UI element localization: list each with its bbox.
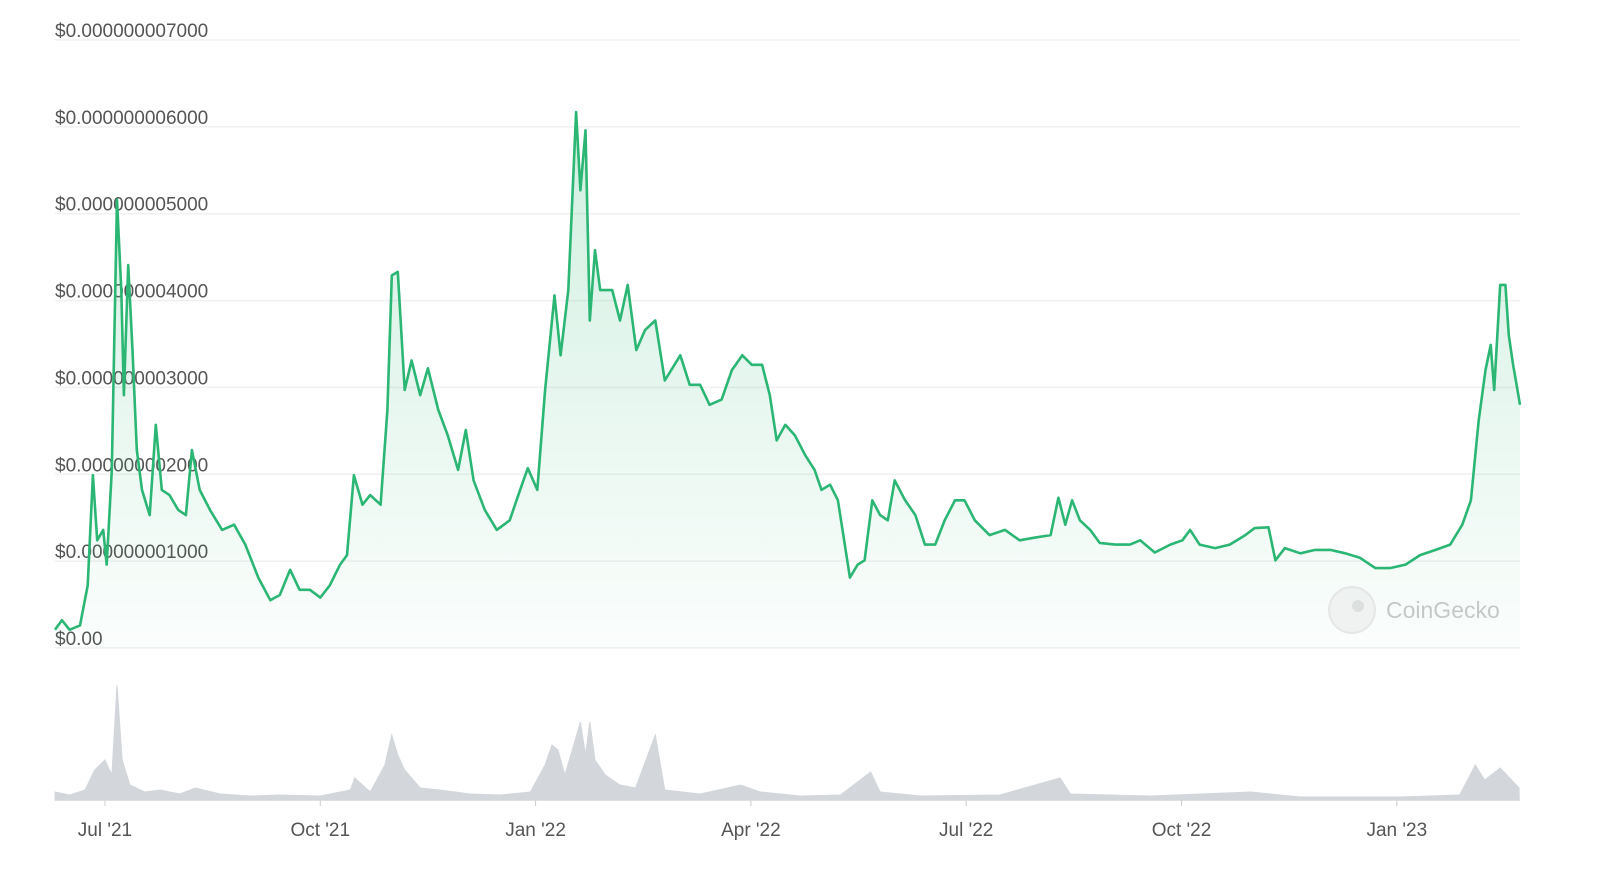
watermark-logo <box>1328 586 1376 634</box>
x-tick-label: Oct '22 <box>1152 820 1212 841</box>
x-tick-label: Jul '21 <box>78 820 132 841</box>
x-tick-label: Jan '23 <box>1366 820 1427 841</box>
price-line <box>53 110 1522 632</box>
y-tick-label: $0.000000007000 <box>55 21 208 42</box>
y-tick-label: $0.000000004000 <box>55 282 208 303</box>
watermark-logo-eye <box>1352 600 1364 612</box>
x-tick-label: Apr '22 <box>721 820 781 841</box>
volume-area <box>54 684 1520 801</box>
y-tick-label: $0.000000005000 <box>55 195 208 216</box>
price-area <box>55 112 1520 649</box>
x-tick-label: Jan '22 <box>505 820 566 841</box>
watermark: CoinGecko <box>1328 586 1500 634</box>
x-tick-label: Oct '21 <box>290 820 350 841</box>
watermark-text: CoinGecko <box>1386 597 1500 623</box>
x-tick-label: Jul '22 <box>939 820 993 841</box>
y-tick-label: $0.000000006000 <box>55 108 208 129</box>
